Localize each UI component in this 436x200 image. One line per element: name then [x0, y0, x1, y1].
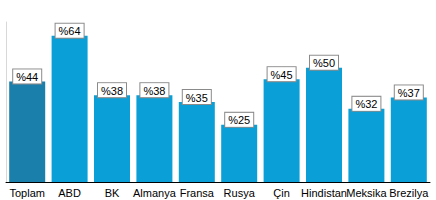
- svg-text:%50: %50: [313, 57, 335, 69]
- svg-text:Hindistan: Hindistan: [301, 187, 347, 199]
- svg-text:%44: %44: [16, 71, 38, 83]
- svg-text:%38: %38: [101, 85, 123, 97]
- svg-text:%35: %35: [186, 92, 208, 104]
- svg-text:Fransa: Fransa: [180, 187, 215, 199]
- svg-text:Brezilya: Brezilya: [389, 187, 429, 199]
- svg-text:%64: %64: [59, 25, 81, 37]
- svg-text:Çin: Çin: [273, 187, 290, 199]
- svg-text:Rusya: Rusya: [224, 187, 256, 199]
- svg-text:%45: %45: [271, 69, 293, 81]
- svg-text:Almanya: Almanya: [133, 187, 177, 199]
- svg-text:ABD: ABD: [58, 187, 81, 199]
- svg-text:%25: %25: [228, 114, 250, 126]
- svg-text:Toplam: Toplam: [9, 187, 44, 199]
- svg-text:BK: BK: [105, 187, 120, 199]
- svg-text:%38: %38: [143, 85, 165, 97]
- svg-text:%32: %32: [355, 98, 377, 110]
- svg-text:Meksika: Meksika: [346, 187, 387, 199]
- svg-text:%37: %37: [398, 87, 420, 99]
